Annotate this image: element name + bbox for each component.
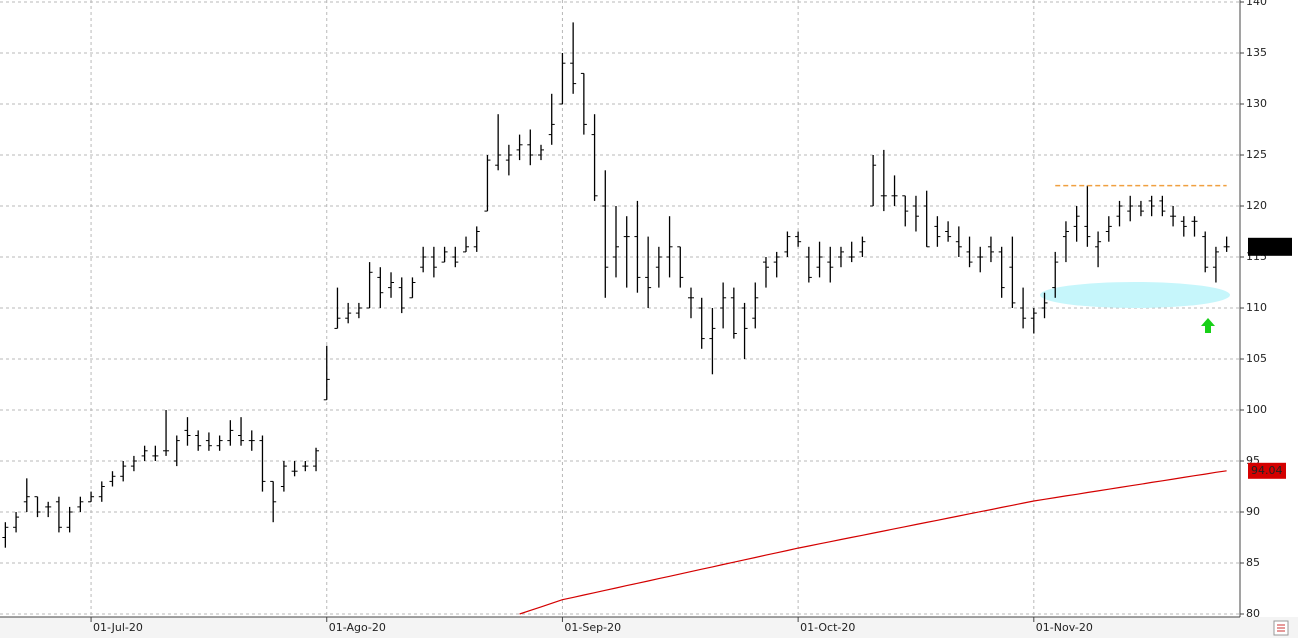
x-tick-label: 01-Sep-20	[564, 621, 621, 634]
y-tick-label: 85	[1246, 556, 1260, 569]
y-tick-label: 100	[1246, 403, 1267, 416]
x-tick-label: 01-Ago-20	[329, 621, 386, 634]
y-tick-label: 140	[1246, 0, 1267, 8]
x-tick-label: 01-Oct-20	[800, 621, 855, 634]
up-arrow	[1201, 318, 1215, 333]
last-price-box	[1248, 237, 1292, 256]
x-axis-band	[0, 617, 1298, 638]
y-tick-label: 90	[1246, 505, 1260, 518]
ma-last-label: 94.04	[1251, 464, 1283, 477]
y-tick-label: 80	[1246, 607, 1260, 620]
y-tick-label: 105	[1246, 352, 1267, 365]
ma-last-box	[1248, 462, 1286, 479]
y-tick-label: 120	[1246, 199, 1267, 212]
moving-average	[519, 470, 1227, 615]
support-zone	[1040, 282, 1230, 308]
x-tick-label: 01-Jul-20	[93, 621, 143, 634]
corner-icon	[1273, 620, 1289, 636]
y-tick-label: 130	[1246, 97, 1267, 110]
x-tick-label: 01-Nov-20	[1036, 621, 1093, 634]
y-tick-label: 135	[1246, 46, 1267, 59]
y-tick-label: 110	[1246, 301, 1267, 314]
y-tick-label: 125	[1246, 148, 1267, 161]
